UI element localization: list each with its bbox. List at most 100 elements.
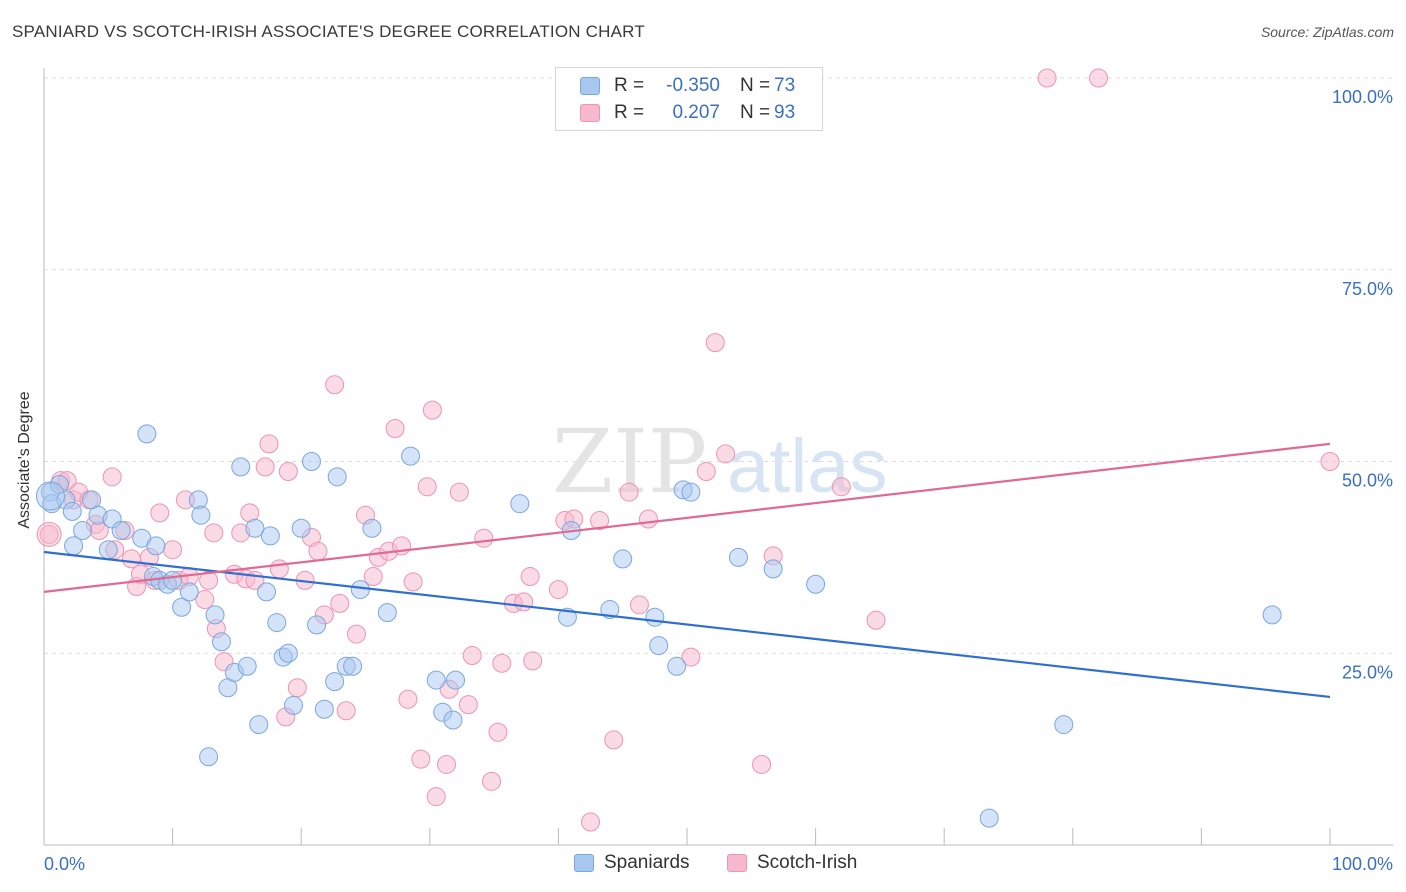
- y-tick-labels: 25.0% 50.0% 75.0% 100.0%: [1332, 87, 1393, 682]
- chart-title: SPANIARD VS SCOTCH-IRISH ASSOCIATE'S DEG…: [12, 22, 645, 41]
- spaniards-point: [245, 518, 265, 538]
- spaniards-point: [613, 549, 633, 569]
- spaniards-point: [314, 699, 334, 719]
- scotch-irish-point: [474, 528, 494, 548]
- scotch-irish-point: [330, 593, 350, 613]
- scotch-irish-point: [520, 567, 540, 587]
- scotch-irish-point: [696, 461, 716, 481]
- scotch-irish-point: [629, 595, 649, 615]
- scotch-irish-point: [422, 400, 442, 420]
- scotch-irish-point: [604, 730, 624, 750]
- scotch-irish-point: [638, 509, 658, 529]
- scotch-irish-point: [36, 521, 62, 547]
- scotch-irish-point: [831, 477, 851, 497]
- spaniards-point: [327, 467, 347, 487]
- scotch-irish-points: [36, 68, 1340, 832]
- scotch-irish-point: [523, 651, 543, 671]
- y-tick-label: 100.0%: [1332, 87, 1393, 107]
- spaniards-point: [211, 632, 231, 652]
- spaniards-point: [401, 446, 421, 466]
- spaniards-point: [343, 656, 363, 676]
- scotch-irish-legend-swatch: [727, 854, 747, 872]
- spaniards-point: [62, 501, 82, 521]
- spaniards-points: [35, 424, 1282, 828]
- x-tick-label: 0.0%: [44, 854, 85, 874]
- spaniards-point: [645, 607, 665, 627]
- n-label: N =: [740, 75, 771, 96]
- scotch-irish-point: [278, 461, 298, 481]
- scotch-irish-point: [752, 754, 772, 774]
- spaniards-point: [377, 603, 397, 623]
- scotch-irish-point: [287, 678, 307, 698]
- spaniards-point: [1054, 715, 1074, 735]
- spaniards-point: [205, 605, 225, 625]
- spaniards-point: [979, 808, 999, 828]
- r-value: -0.350: [666, 75, 720, 96]
- scotch-irish-point: [346, 624, 366, 644]
- spaniards-point: [260, 526, 280, 546]
- trend-lines: [43, 442, 1331, 699]
- scotch-irish-point: [1320, 452, 1340, 471]
- spaniards-point: [267, 613, 287, 633]
- n-value: 73: [774, 75, 796, 96]
- r-value: 0.207: [672, 102, 720, 123]
- scotch-irish-point: [458, 695, 478, 715]
- scotch-irish-point: [398, 689, 418, 709]
- spaniards-point: [362, 518, 382, 538]
- scotch-irish-point: [581, 812, 601, 832]
- r-label: R =: [614, 75, 645, 96]
- scotch-irish-point: [403, 572, 423, 592]
- scotch-irish-point: [716, 444, 736, 464]
- scotch-irish-point: [1037, 68, 1057, 88]
- legend-item-spaniards[interactable]: Spaniards: [574, 852, 690, 874]
- spaniards-point: [350, 580, 370, 600]
- spaniards-point: [291, 518, 311, 538]
- spaniards-point: [146, 536, 166, 556]
- grid-lines: [44, 77, 1393, 654]
- scotch-irish-point: [482, 771, 502, 791]
- spaniards-point: [163, 570, 183, 590]
- scotch-irish-point: [590, 511, 610, 531]
- scotch-irish-point: [195, 590, 215, 610]
- spaniards-point: [1262, 605, 1282, 625]
- scotch-irish-point: [681, 647, 701, 667]
- n-value: 93: [774, 102, 796, 123]
- scotch-irish-point: [619, 482, 639, 502]
- spaniards-point: [256, 582, 276, 602]
- scotch-irish-point: [269, 559, 289, 579]
- spaniards-point: [728, 547, 748, 567]
- spaniards-point: [443, 710, 463, 730]
- scotch-irish-point: [426, 787, 446, 807]
- spaniards-point: [111, 521, 131, 541]
- scotch-irish-point: [336, 701, 356, 721]
- scotch-irish-point: [705, 333, 725, 353]
- scotch-irish-point: [363, 567, 383, 587]
- spaniards-point: [283, 695, 303, 715]
- scotch-irish-point: [462, 646, 482, 666]
- x-tick-label: 100.0%: [1332, 854, 1393, 874]
- r-label: R =: [614, 102, 645, 123]
- stats-legend: R = -0.350 N = 73 R = 0.207 N = 93: [555, 67, 823, 131]
- spaniards-point: [191, 505, 211, 525]
- scotch-irish-point: [492, 653, 512, 673]
- spaniards-point: [426, 670, 446, 690]
- scotch-irish-point: [449, 482, 469, 502]
- spaniards-point: [600, 600, 620, 620]
- spaniards-swatch: [580, 77, 600, 95]
- spaniards-point: [307, 615, 327, 635]
- scotch-irish-point: [102, 467, 122, 487]
- axes: [43, 68, 1393, 846]
- scotch-irish-point: [437, 754, 457, 774]
- spaniards-point: [301, 452, 321, 471]
- spaniards-point: [35, 481, 65, 511]
- spaniards-point: [763, 559, 783, 579]
- spaniards-point: [73, 521, 93, 541]
- spaniards-point: [667, 656, 687, 676]
- legend-item-scotch-irish[interactable]: Scotch-Irish: [727, 852, 857, 874]
- spaniards-point: [231, 457, 251, 477]
- legend-row-scotch-irish: R = 0.207 N = 93: [580, 102, 795, 124]
- spaniards-point: [237, 656, 257, 676]
- scotch-irish-swatch: [580, 104, 600, 122]
- source-label: Source: ZipAtlas.com: [1260, 24, 1394, 40]
- n-label: N =: [740, 102, 771, 123]
